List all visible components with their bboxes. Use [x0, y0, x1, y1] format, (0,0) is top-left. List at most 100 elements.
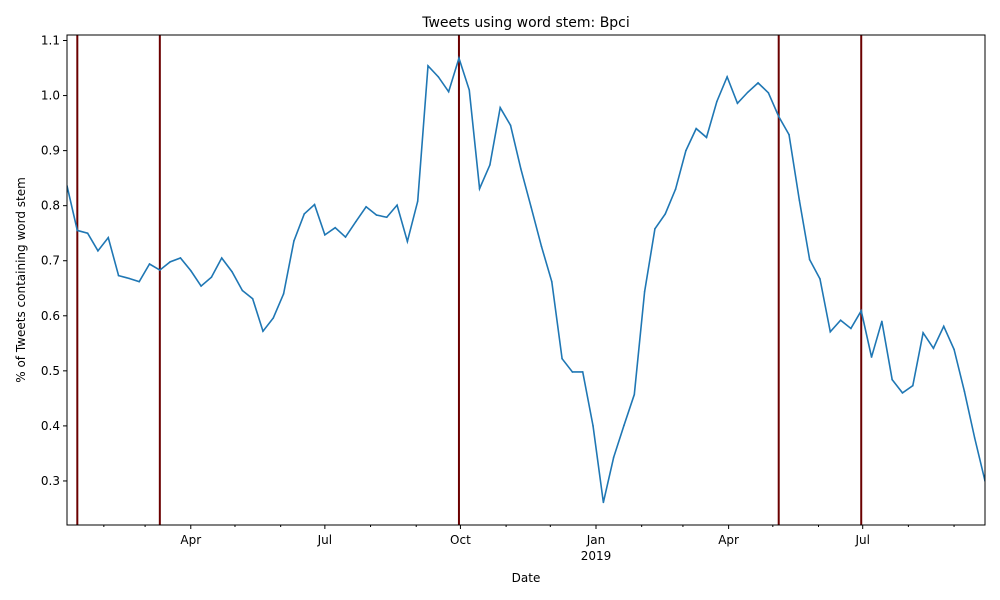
data-point [685, 149, 687, 152]
data-point [674, 188, 677, 190]
data-point [901, 392, 904, 394]
event-lines [76, 35, 863, 525]
data-point [293, 240, 295, 242]
data-point [839, 319, 842, 321]
data-point [973, 437, 976, 439]
data-point [716, 100, 718, 103]
y-tick-label: 0.8 [41, 199, 60, 213]
data-point [169, 261, 171, 263]
x-tick-label: Apr [718, 533, 739, 547]
plot-frame [66, 34, 986, 526]
data-point [334, 226, 336, 229]
data-point [808, 258, 811, 261]
data-point [365, 205, 367, 208]
data-point [128, 277, 130, 280]
data-point [850, 327, 852, 330]
data-point [200, 285, 202, 287]
data-point [468, 89, 471, 91]
data-point [489, 164, 491, 166]
data-point [746, 91, 749, 94]
data-point [581, 371, 584, 373]
data-point [953, 348, 955, 351]
data-point [798, 199, 801, 201]
data-point [612, 456, 615, 459]
series-points [67, 57, 985, 504]
y-axis-title: % of Tweets containing word stem [14, 177, 28, 383]
data-point [932, 347, 935, 350]
data-point [736, 102, 739, 105]
data-point [416, 200, 419, 203]
data-point [396, 204, 398, 206]
x-axis-title: Date [512, 571, 541, 585]
data-point [550, 280, 553, 283]
y-axis: 0.3 0.4 0.5 0.6 0.7 0.8 0.9 1.0 1.1 [41, 34, 67, 488]
data-point [520, 167, 522, 170]
data-point [654, 227, 656, 230]
data-point [705, 136, 708, 139]
data-point [561, 357, 563, 360]
data-point [117, 274, 120, 277]
data-point [385, 216, 388, 219]
data-point [76, 229, 79, 232]
data-point [138, 280, 141, 283]
data-point [262, 330, 264, 333]
x-tick-label: Jul [317, 533, 332, 547]
data-point [324, 234, 326, 236]
data-point [148, 263, 151, 265]
chart-title: Tweets using word stem: Bpci [421, 15, 630, 31]
data-point [963, 390, 966, 393]
y-tick-label: 0.3 [41, 474, 60, 488]
data-point [726, 76, 728, 78]
data-point [891, 378, 893, 381]
y-tick-label: 0.4 [41, 419, 60, 433]
y-tick-label: 0.5 [41, 364, 60, 378]
data-point [881, 320, 883, 323]
data-point [220, 257, 223, 259]
y-tick-label: 0.6 [41, 309, 60, 323]
y-tick-label: 0.7 [41, 254, 60, 268]
data-point [540, 245, 543, 248]
y-tick-label: 0.9 [41, 144, 60, 158]
data-point [499, 106, 502, 109]
y-tick-label: 1.0 [41, 89, 60, 103]
data-point [788, 133, 790, 136]
data-point [437, 76, 440, 78]
data-point [530, 206, 532, 209]
data-point [282, 292, 285, 295]
x-tick-label: Jul [854, 533, 869, 547]
data-point [664, 213, 667, 215]
data-point [355, 220, 357, 223]
series-line [67, 55, 985, 503]
data-point [695, 127, 697, 130]
data-point [159, 269, 161, 271]
data-point [777, 115, 780, 118]
y-tick-label: 1.1 [41, 34, 60, 48]
data-point [231, 270, 233, 273]
data-point [860, 310, 863, 312]
data-point [592, 425, 594, 427]
x-tick-label: Oct [450, 533, 471, 547]
data-point [829, 330, 832, 333]
data-point [251, 297, 254, 300]
data-point [241, 289, 244, 292]
data-point [602, 501, 605, 504]
data-point [447, 90, 450, 93]
x-tick-label: Apr [180, 533, 201, 547]
data-point [179, 257, 182, 259]
data-point [478, 187, 481, 190]
data-point [911, 384, 914, 387]
x-tick-year-label: 2019 [581, 549, 612, 563]
data-point [97, 250, 99, 252]
data-point [922, 332, 924, 334]
data-point [633, 393, 636, 396]
data-point [86, 232, 89, 235]
data-point [870, 356, 873, 358]
data-point [303, 213, 306, 215]
data-point [767, 92, 770, 94]
data-point [344, 236, 347, 238]
x-axis: Apr Jul Oct Jan 2019 Apr Jul [103, 525, 955, 563]
data-point [819, 278, 821, 280]
data-point [107, 236, 110, 239]
data-point [189, 269, 192, 272]
